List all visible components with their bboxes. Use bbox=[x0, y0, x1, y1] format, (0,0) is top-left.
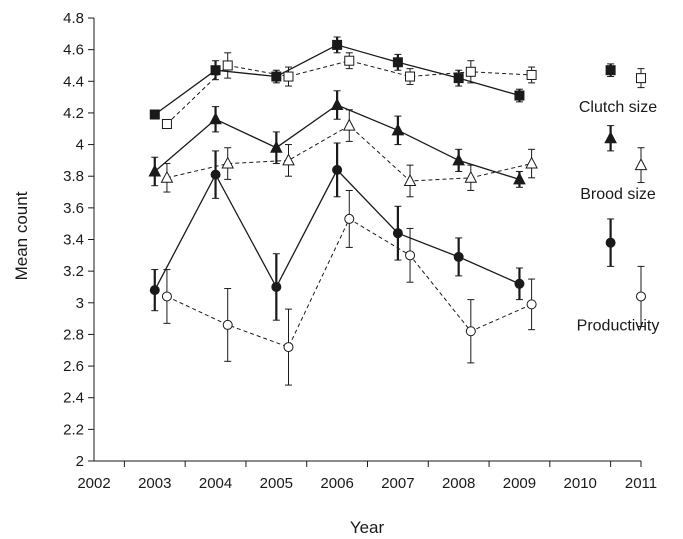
legend-label-clutch-size: Clutch size bbox=[579, 99, 657, 116]
open-brood-size-point bbox=[160, 170, 174, 183]
y-tick-label: 3.2 bbox=[63, 263, 84, 280]
y-tick-label: 3 bbox=[76, 295, 84, 312]
y-tick-label: 3.6 bbox=[63, 200, 84, 217]
legend-brood-size-filled-marker bbox=[604, 131, 617, 144]
open-productivity-point bbox=[344, 213, 355, 224]
filled-brood-size-point bbox=[270, 140, 283, 153]
filled-productivity-point bbox=[392, 228, 403, 239]
open-clutch-size-point bbox=[526, 69, 537, 80]
legend-brood-size-open-marker bbox=[634, 158, 648, 171]
x-axis-title: Year bbox=[350, 518, 385, 537]
x-tick-label: 2008 bbox=[442, 475, 475, 492]
y-tick-label: 2 bbox=[76, 453, 84, 470]
open-clutch-size-point bbox=[344, 55, 355, 66]
open-brood-size-point bbox=[525, 156, 538, 169]
open-brood-size-point bbox=[282, 153, 295, 166]
x-tick-label: 2002 bbox=[77, 475, 110, 492]
open-productivity-point bbox=[405, 250, 416, 261]
filled-productivity-point bbox=[514, 278, 525, 289]
filled-productivity-point bbox=[453, 251, 464, 262]
x-tick-label: 2006 bbox=[320, 475, 353, 492]
y-tick-label: 4.6 bbox=[63, 42, 84, 59]
legend-productivity-filled-marker bbox=[605, 237, 616, 248]
filled-clutch-size-point bbox=[453, 73, 464, 84]
open-clutch-size-point bbox=[283, 71, 294, 82]
x-tick-label: 2011 bbox=[625, 475, 657, 492]
x-tick-label: 2010 bbox=[564, 475, 597, 492]
filled-brood-size-point bbox=[148, 164, 162, 177]
filled-productivity-point bbox=[271, 281, 282, 292]
x-tick-label: 2003 bbox=[138, 475, 171, 492]
open-clutch-size-point bbox=[465, 66, 476, 77]
open-productivity-point bbox=[222, 319, 233, 330]
filled-productivity-point bbox=[210, 169, 221, 180]
y-tick-label: 2.6 bbox=[63, 358, 84, 375]
y-tick-label: 4.8 bbox=[63, 10, 84, 27]
open-clutch-size-point bbox=[161, 119, 172, 130]
filled-clutch-size-point bbox=[271, 71, 282, 82]
filled-brood-size-point bbox=[391, 123, 405, 136]
legend-label-productivity: Productivity bbox=[577, 317, 660, 334]
open-productivity-point bbox=[161, 291, 172, 302]
legend-clutch-size-filled-marker bbox=[605, 65, 616, 76]
filled-brood-size-point bbox=[209, 112, 222, 125]
open-productivity-point bbox=[526, 299, 537, 310]
x-tick-label: 2009 bbox=[503, 475, 536, 492]
y-tick-label: 2.4 bbox=[63, 390, 84, 407]
filled-brood-size-point bbox=[452, 153, 465, 166]
y-tick-label: 2.8 bbox=[63, 326, 84, 343]
open-brood-size-point bbox=[342, 118, 356, 131]
y-tick-label: 3.8 bbox=[63, 168, 84, 185]
filled-clutch-size-point bbox=[210, 65, 221, 76]
x-tick-label: 2004 bbox=[199, 475, 232, 492]
filled-clutch-size-point bbox=[514, 90, 525, 101]
filled-clutch-size-point bbox=[332, 39, 343, 50]
y-tick-label: 4.2 bbox=[63, 105, 84, 122]
open-brood-size-point bbox=[464, 170, 478, 183]
open-productivity-point bbox=[465, 326, 476, 337]
open-brood-size-point bbox=[221, 156, 235, 169]
y-tick-label: 2.2 bbox=[63, 421, 84, 438]
legend-clutch-size-open-marker bbox=[636, 73, 646, 84]
legend-label-brood-size: Brood size bbox=[580, 186, 656, 203]
x-tick-label: 2005 bbox=[260, 475, 293, 492]
y-tick-label: 3.4 bbox=[63, 232, 84, 249]
y-axis-title: Mean count bbox=[12, 191, 31, 280]
filled-clutch-size-point bbox=[149, 109, 160, 120]
filled-productivity-point bbox=[149, 285, 160, 296]
open-productivity-point bbox=[283, 342, 294, 353]
filled-brood-size-point bbox=[330, 97, 344, 111]
open-clutch-size-point bbox=[405, 71, 416, 82]
legend-productivity-open-marker bbox=[636, 291, 646, 302]
y-tick-label: 4 bbox=[76, 137, 84, 154]
open-brood-size-point bbox=[403, 173, 417, 186]
filled-productivity-point bbox=[332, 164, 343, 175]
open-clutch-size-point bbox=[222, 60, 233, 71]
filled-brood-size-point bbox=[513, 172, 526, 185]
x-tick-label: 2007 bbox=[381, 475, 414, 492]
y-tick-label: 4.4 bbox=[63, 73, 84, 90]
filled-clutch-size-point bbox=[392, 57, 403, 68]
